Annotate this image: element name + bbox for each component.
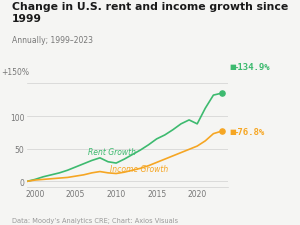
Text: Rent Growth: Rent Growth <box>88 147 136 156</box>
Text: ■: ■ <box>230 64 236 70</box>
Text: Income Growth: Income Growth <box>110 164 168 173</box>
Text: Data: Moody’s Analytics CRE; Chart: Axios Visuals: Data: Moody’s Analytics CRE; Chart: Axio… <box>12 217 178 223</box>
Point <box>219 92 224 96</box>
Text: +150%: +150% <box>1 68 29 76</box>
Text: ■: ■ <box>230 128 236 134</box>
Text: Change in U.S. rent and income growth since 1999: Change in U.S. rent and income growth si… <box>12 2 288 24</box>
Text: +76.8%: +76.8% <box>232 127 265 136</box>
Text: Annually; 1999–2023: Annually; 1999–2023 <box>12 36 93 45</box>
Point <box>219 130 224 133</box>
Text: +134.9%: +134.9% <box>232 63 270 72</box>
